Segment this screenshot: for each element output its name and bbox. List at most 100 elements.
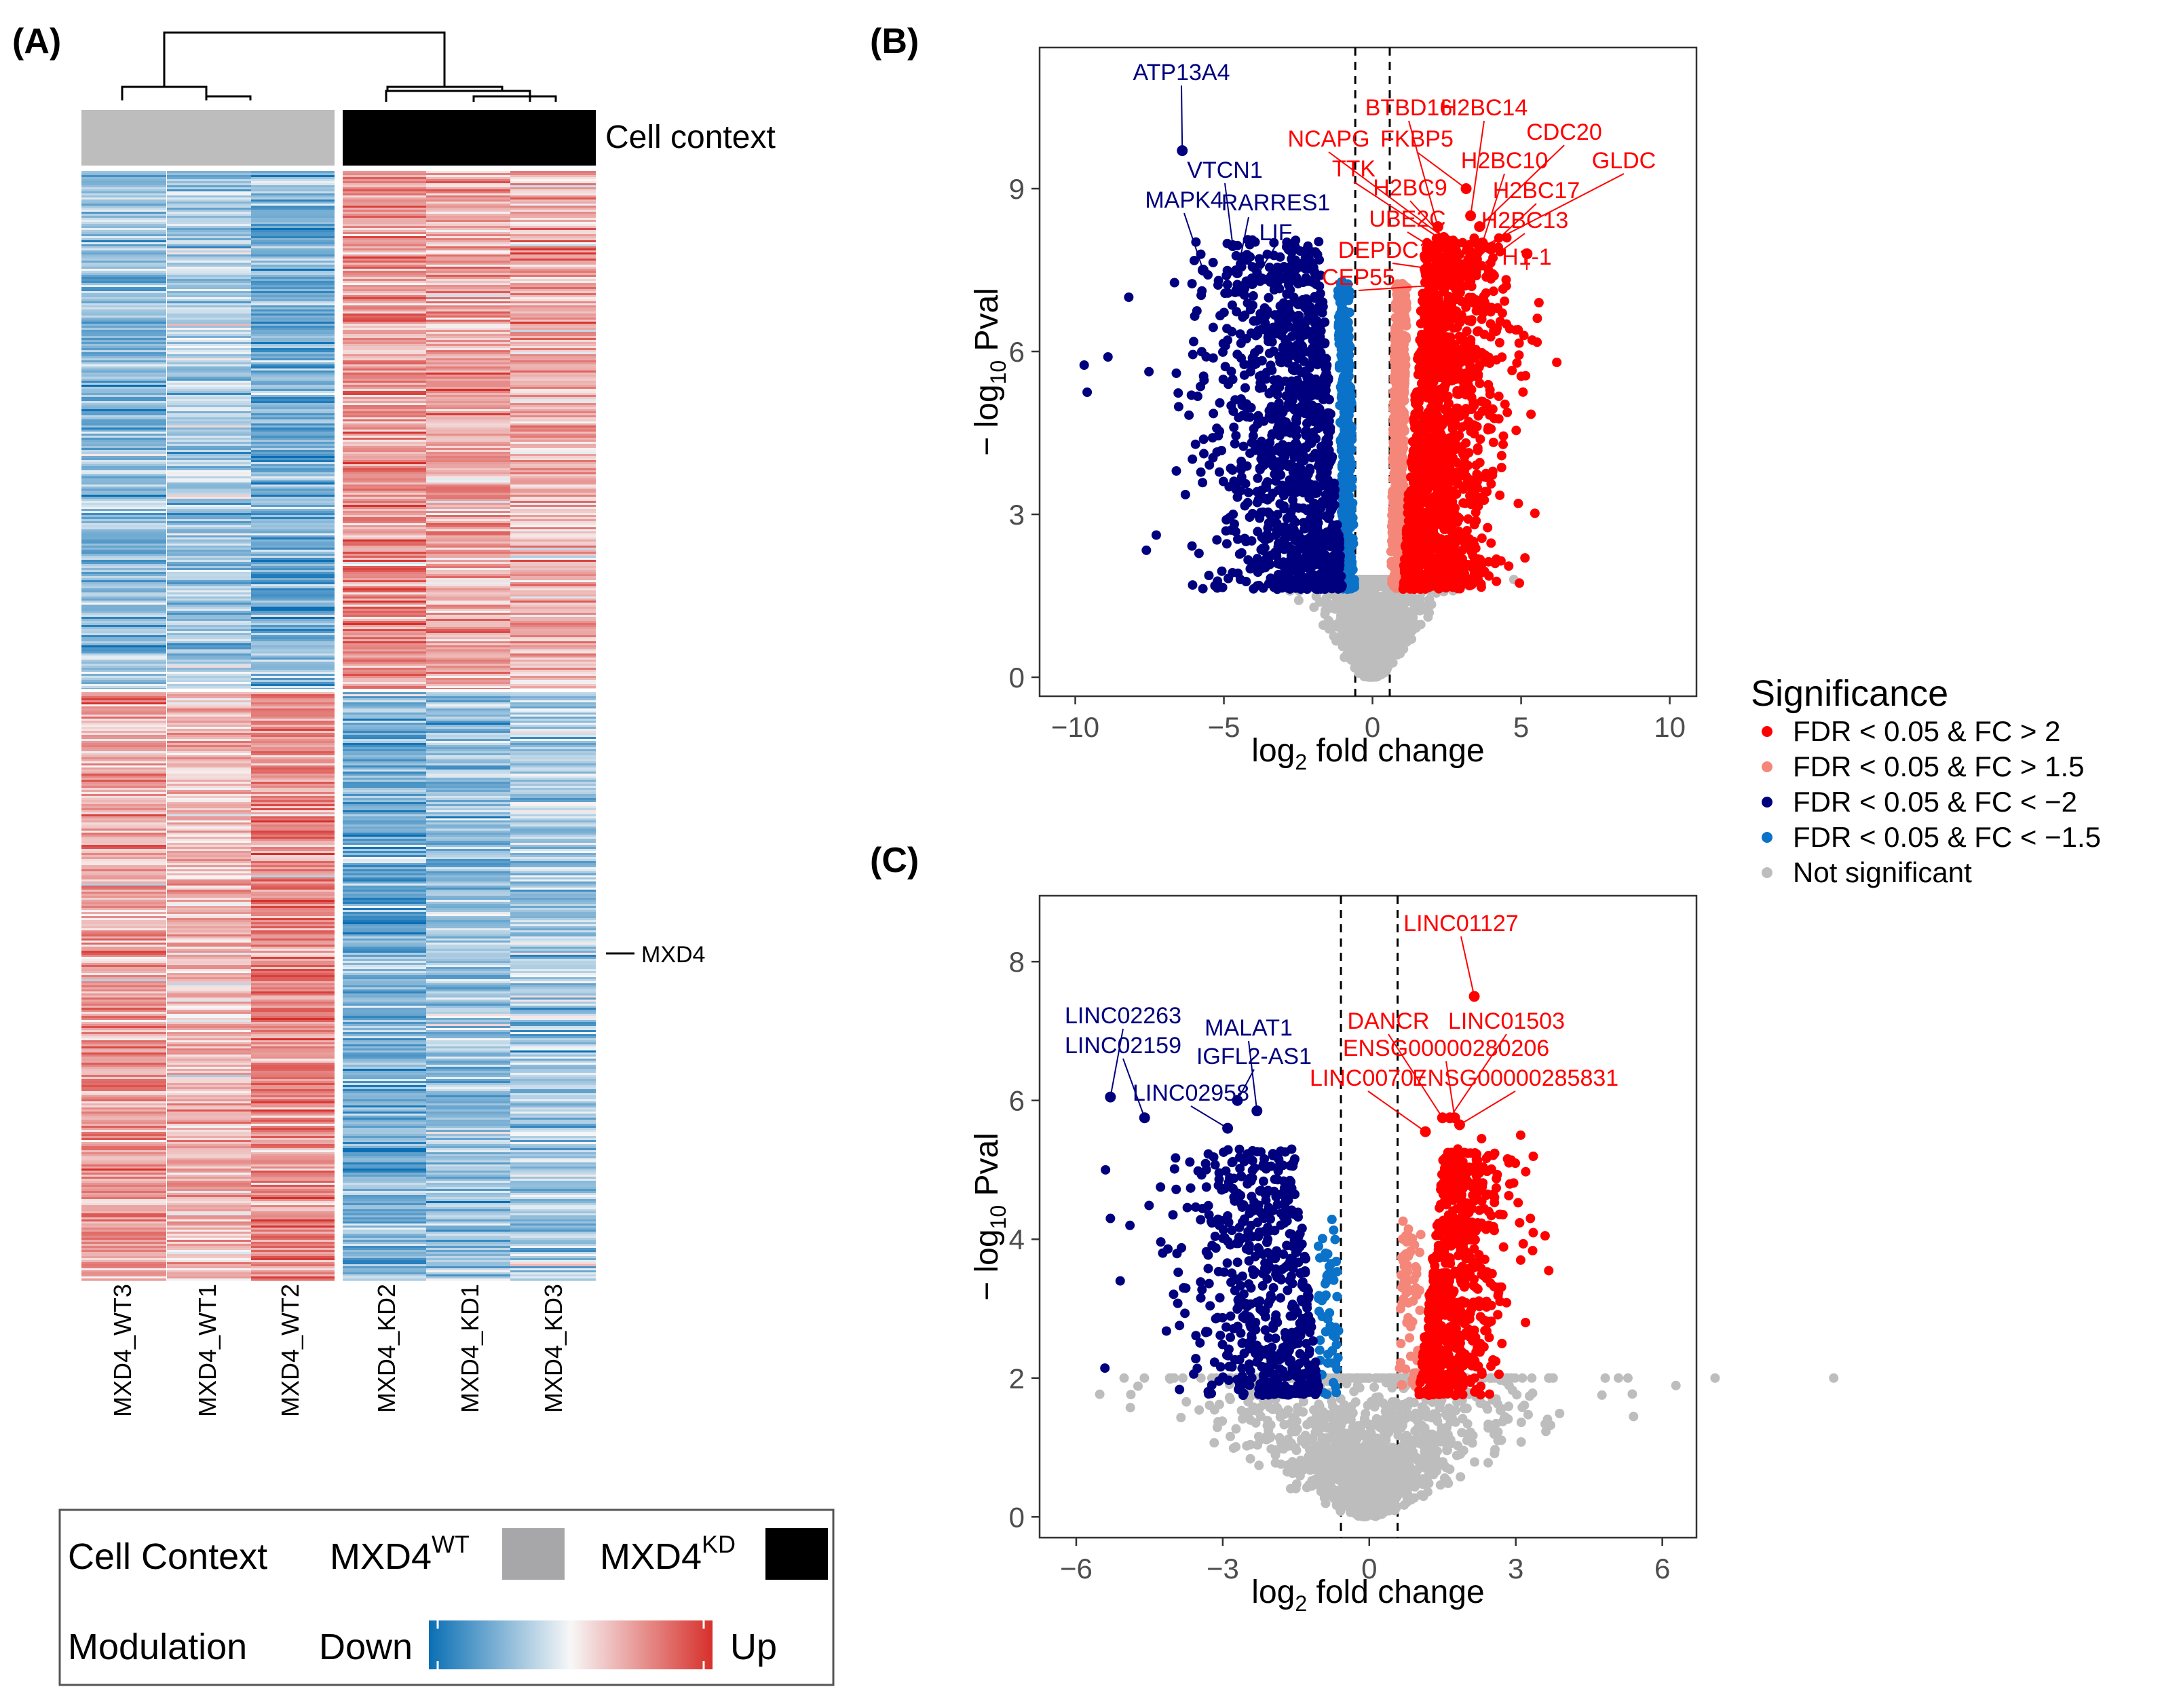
heatmap-cell <box>426 1026 510 1029</box>
heatmap-cell <box>81 761 166 764</box>
heatmap-cell <box>167 173 251 176</box>
heatmap-cell <box>251 782 335 784</box>
heatmap-cell <box>343 749 426 752</box>
heatmap-cell <box>167 867 251 870</box>
heatmap-cell <box>81 1189 166 1192</box>
heatmap-cell <box>251 497 335 499</box>
heatmap-cell <box>426 829 510 831</box>
y-tick-label: 9 <box>1009 173 1025 205</box>
heatmap-cell <box>251 440 335 442</box>
heatmap-cell <box>510 1250 596 1253</box>
heatmap-cell <box>167 757 251 760</box>
heatmap-cell <box>343 383 426 385</box>
heatmap-cell <box>343 179 426 182</box>
heatmap-cell <box>510 788 596 791</box>
heatmap-cell <box>251 407 335 410</box>
heatmap-cell <box>510 307 596 310</box>
heatmap-cell <box>167 1195 251 1198</box>
heatmap-cell <box>343 356 426 359</box>
heatmap-cell <box>510 792 596 795</box>
heatmap-cell <box>510 1138 596 1141</box>
heatmap-cell <box>510 248 596 251</box>
heatmap-cell <box>426 299 510 302</box>
heatmap-cell <box>510 236 596 239</box>
heatmap-cell <box>167 263 251 265</box>
heatmap-cell <box>251 1203 335 1206</box>
heatmap-cell <box>426 1262 510 1265</box>
heatmap-cell <box>426 295 510 298</box>
heatmap-cell <box>426 377 510 379</box>
heatmap-cell <box>251 493 335 495</box>
heatmap-cell <box>167 314 251 316</box>
heatmap-cell <box>426 621 510 624</box>
heatmap-cell <box>251 833 335 835</box>
heatmap-cell <box>426 1042 510 1045</box>
heatmap-cell <box>426 641 510 644</box>
heatmap-cell <box>81 1067 166 1069</box>
heatmap-cell <box>251 350 335 353</box>
heatmap-cell <box>510 430 596 432</box>
heatmap-cell <box>343 1101 426 1104</box>
heatmap-cell <box>343 865 426 868</box>
heatmap-cell <box>426 218 510 221</box>
heatmap-cell <box>343 951 426 953</box>
heatmap-cell <box>343 425 426 428</box>
heatmap-cell <box>426 493 510 495</box>
heatmap-cell <box>343 1020 426 1023</box>
heatmap-cell <box>251 491 335 493</box>
heatmap-cell <box>510 175 596 178</box>
heatmap-cell <box>426 662 510 664</box>
heatmap-cell <box>167 175 251 178</box>
heatmap-cell <box>81 763 166 766</box>
heatmap-cell <box>510 651 596 654</box>
heatmap-cell <box>167 183 251 186</box>
heatmap-cell <box>343 517 426 520</box>
heatmap-cell <box>426 879 510 882</box>
heatmap-cell <box>510 1272 596 1275</box>
heatmap-cell <box>510 1065 596 1067</box>
heatmap-cell <box>343 706 426 709</box>
heatmap-cell <box>510 409 596 412</box>
heatmap-cell <box>251 511 335 514</box>
heatmap-cell <box>81 949 166 951</box>
heatmap-cell <box>426 670 510 672</box>
heatmap-cell <box>81 444 166 447</box>
heatmap-cell <box>426 588 510 591</box>
heatmap-cell <box>510 1048 596 1051</box>
heatmap-cell <box>343 293 426 296</box>
heatmap-cell <box>510 861 596 864</box>
heatmap-cell <box>251 778 335 780</box>
heatmap-cell <box>81 586 166 589</box>
heatmap-cell <box>81 568 166 571</box>
heatmap-cell <box>167 1020 251 1023</box>
heatmap-cell <box>426 189 510 192</box>
heatmap-cell <box>426 1230 510 1232</box>
heatmap-cell <box>426 1105 510 1108</box>
column-label: MXD4_WT3 <box>109 1284 136 1417</box>
heatmap-cell <box>81 546 166 548</box>
heatmap-cell <box>510 965 596 968</box>
heatmap-cell <box>426 770 510 772</box>
heatmap-cell <box>251 489 335 491</box>
heatmap-cell <box>510 556 596 558</box>
heatmap-cell <box>426 902 510 905</box>
heatmap-cell <box>343 647 426 650</box>
heatmap-cell <box>251 456 335 459</box>
heatmap-cell <box>510 814 596 817</box>
heatmap-cell <box>251 379 335 381</box>
heatmap-cell <box>81 1266 166 1269</box>
heatmap-cell <box>167 1199 251 1202</box>
heatmap-cell <box>81 892 166 894</box>
heatmap-cell <box>167 1254 251 1257</box>
heatmap-cell <box>167 686 251 689</box>
heatmap-cell <box>510 425 596 428</box>
heatmap-cell <box>251 959 335 962</box>
heatmap-cell <box>343 214 426 216</box>
heatmap-cell <box>81 1219 166 1222</box>
heatmap-cell <box>510 590 596 593</box>
heatmap-cell <box>510 1205 596 1208</box>
heatmap-cell <box>81 941 166 943</box>
heatmap-cell <box>251 234 335 237</box>
heatmap-cell <box>343 849 426 852</box>
heatmap-cell <box>81 468 166 471</box>
